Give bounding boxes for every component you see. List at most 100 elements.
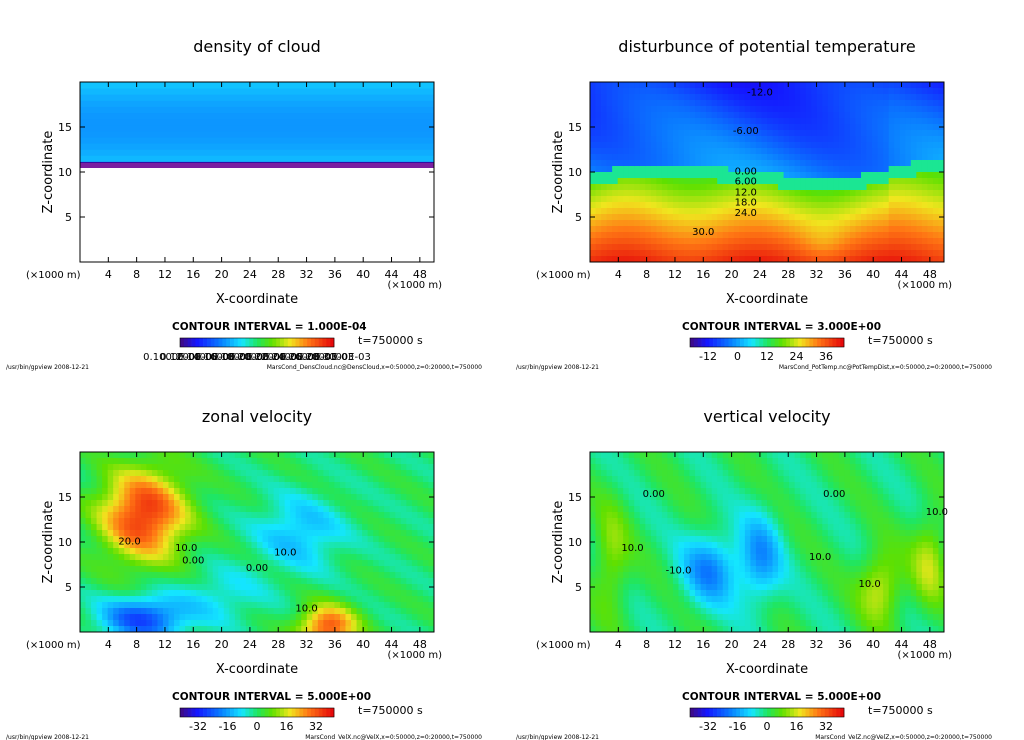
cell xyxy=(772,148,779,155)
cell xyxy=(861,166,867,173)
cell xyxy=(617,482,624,489)
cell xyxy=(129,620,136,627)
cell xyxy=(328,620,335,627)
cell xyxy=(334,608,341,615)
cell xyxy=(794,88,801,95)
cell xyxy=(761,118,768,125)
cell xyxy=(684,602,690,609)
cell xyxy=(733,172,740,179)
cell xyxy=(645,578,652,585)
cell xyxy=(389,554,396,561)
colorbar-tick-label: 36 xyxy=(819,350,833,363)
cell xyxy=(279,578,286,585)
cell xyxy=(689,112,696,119)
cell xyxy=(684,476,690,483)
cell xyxy=(711,608,718,615)
cell xyxy=(295,536,302,543)
cell xyxy=(179,542,186,549)
cell xyxy=(932,100,939,107)
cell xyxy=(606,542,613,549)
cell xyxy=(667,184,674,191)
cell xyxy=(135,602,142,609)
cell xyxy=(689,620,696,627)
cell xyxy=(932,214,939,221)
cell xyxy=(656,620,663,627)
cell xyxy=(146,464,153,471)
colorbar-swatch xyxy=(747,338,752,347)
cell xyxy=(844,160,851,167)
cell xyxy=(422,494,429,501)
cell xyxy=(678,548,685,555)
cell xyxy=(656,244,663,251)
cell xyxy=(639,160,646,167)
cell xyxy=(229,494,236,501)
cell xyxy=(656,626,663,633)
cell xyxy=(91,614,97,621)
cell xyxy=(323,536,330,543)
cell xyxy=(190,560,197,567)
cell xyxy=(617,196,624,203)
cell xyxy=(623,548,630,555)
cell xyxy=(107,518,114,525)
cell xyxy=(910,214,917,221)
cell xyxy=(816,238,823,245)
cell xyxy=(722,178,729,185)
cell xyxy=(157,512,164,519)
cell xyxy=(417,602,424,609)
colorbar-swatch xyxy=(693,338,698,347)
cell xyxy=(389,626,396,633)
cell xyxy=(783,124,790,131)
cell xyxy=(667,572,674,579)
cell xyxy=(706,542,713,549)
cell xyxy=(717,124,724,131)
cell xyxy=(838,196,845,203)
cell xyxy=(722,226,729,233)
cell xyxy=(744,172,751,179)
cell xyxy=(406,518,413,525)
cell xyxy=(212,584,219,591)
cell xyxy=(284,512,291,519)
cell xyxy=(744,94,751,101)
cell xyxy=(872,256,879,263)
cell xyxy=(245,518,252,525)
cell xyxy=(312,596,319,603)
colorbar-swatch xyxy=(260,708,265,717)
cell xyxy=(207,464,214,471)
cell xyxy=(722,256,729,263)
cell xyxy=(855,250,862,257)
cell xyxy=(212,536,219,543)
cell xyxy=(661,124,668,131)
cell xyxy=(339,512,346,519)
cell xyxy=(422,590,429,597)
cell xyxy=(334,578,341,585)
cell xyxy=(129,608,136,615)
cell xyxy=(207,494,214,501)
cell xyxy=(146,488,153,495)
cell xyxy=(767,100,773,107)
heatmap-field xyxy=(590,452,945,633)
chart-title: density of cloud xyxy=(193,37,321,56)
cell xyxy=(601,554,607,561)
cell xyxy=(107,620,114,627)
cell xyxy=(234,536,241,543)
cell xyxy=(135,548,142,555)
cell xyxy=(317,536,324,543)
colorbar-swatch xyxy=(697,338,702,347)
cell xyxy=(844,148,851,155)
cell xyxy=(301,560,308,567)
cell xyxy=(866,244,873,251)
cell xyxy=(672,470,679,477)
cell xyxy=(706,602,713,609)
cell xyxy=(339,548,346,555)
cell xyxy=(711,196,718,203)
cell xyxy=(667,458,674,465)
cell xyxy=(334,536,341,543)
cell xyxy=(672,226,679,233)
cell xyxy=(595,148,602,155)
cell xyxy=(212,524,219,531)
cell xyxy=(700,112,707,119)
cell xyxy=(107,464,114,471)
cell xyxy=(113,512,120,519)
cell xyxy=(656,560,663,567)
cell xyxy=(684,88,690,95)
